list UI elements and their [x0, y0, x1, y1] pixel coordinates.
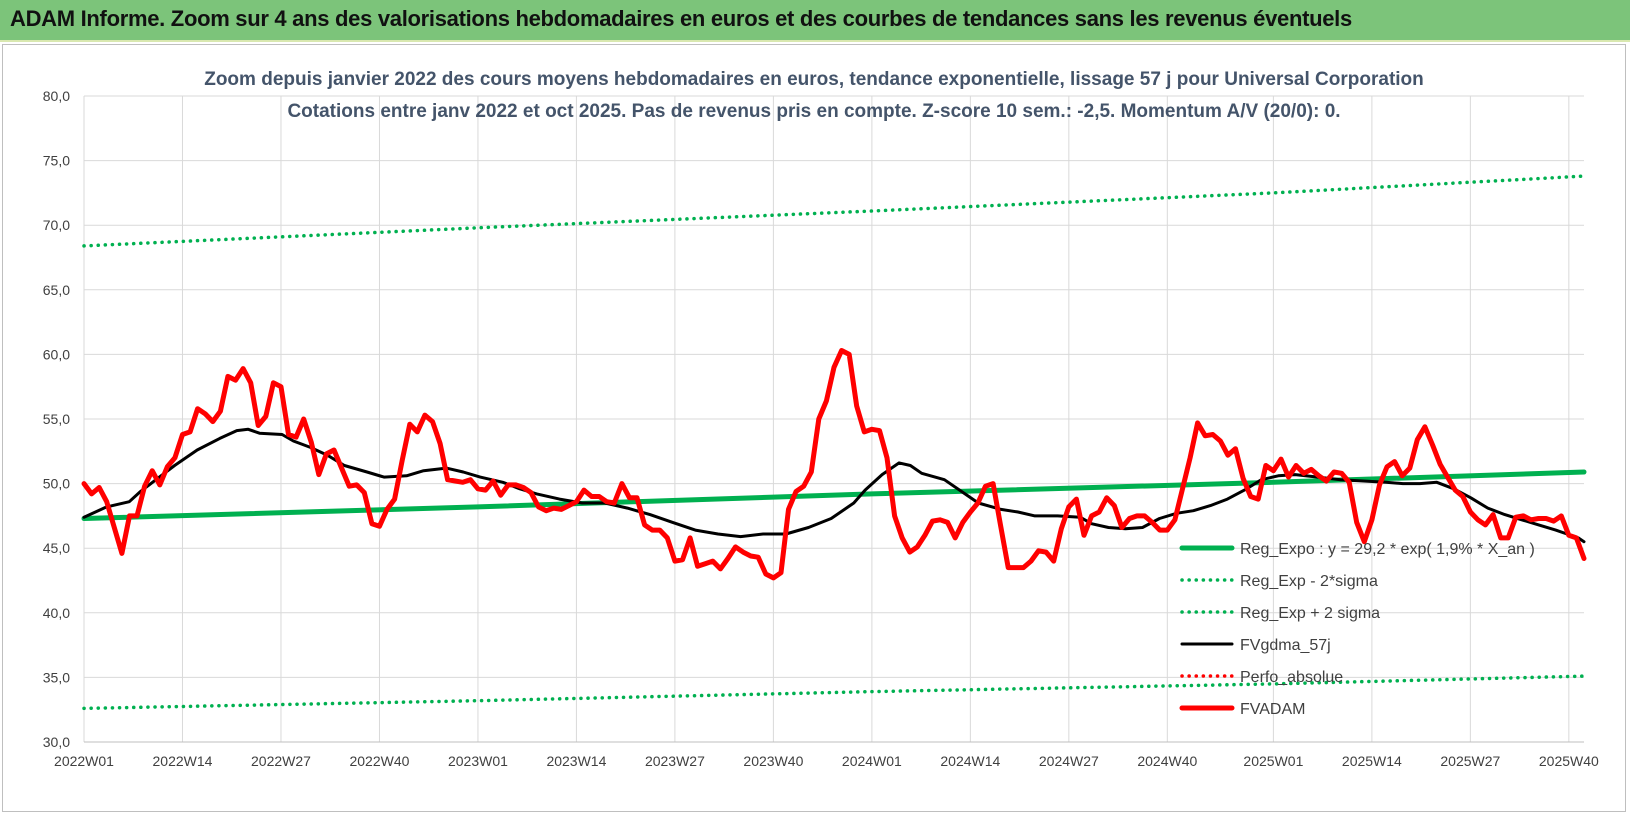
chart-legend: Reg_Expo : y = 29,2 * exp( 1,9% * X_an )… [1179, 541, 1535, 718]
x-tick-label: 2023W40 [743, 753, 803, 769]
y-tick-label: 60,0 [43, 346, 70, 362]
legend-entry: Reg_Exp + 2 sigma [1240, 605, 1380, 622]
x-tick-label: 2023W27 [645, 753, 705, 769]
legend-entry: Reg_Exp - 2*sigma [1240, 573, 1378, 590]
x-tick-label: 2022W27 [251, 753, 311, 769]
y-tick-label: 80,0 [43, 88, 70, 104]
legend-entry: Perfo_absolue [1240, 669, 1343, 686]
y-tick-label: 30,0 [43, 734, 70, 750]
x-tick-label: 2025W01 [1243, 753, 1303, 769]
x-tick-label: 2024W14 [940, 753, 1000, 769]
x-tick-label: 2024W40 [1137, 753, 1197, 769]
x-tick-label: 2022W14 [153, 753, 213, 769]
x-axis-ticks: 2022W01 2022W14 2022W27 2022W40 2023W01 2023W… [54, 753, 1599, 769]
chart-subtitle: Cotations entre janv 2022 et oct 2025. P… [287, 101, 1340, 122]
y-axis-ticks: 30,0 35,0 40,0 45,0 50,0 55,0 60,0 65,0 70,0 75,0… [43, 88, 70, 750]
y-tick-label: 55,0 [43, 411, 70, 427]
series-line-reg-exp [82, 174, 1586, 248]
y-tick-label: 45,0 [43, 540, 70, 556]
chart-series [81, 174, 1587, 711]
x-tick-label: 2024W01 [842, 753, 902, 769]
series-line-fvadam [81, 348, 1587, 581]
chart-grid [83, 95, 1584, 743]
chart-title: Zoom depuis janvier 2022 des cours moyen… [204, 69, 1424, 90]
x-tick-label: 2024W27 [1039, 753, 1099, 769]
series-line-reg-exp [82, 674, 1586, 711]
x-tick-label: 2023W14 [546, 753, 606, 769]
y-tick-label: 50,0 [43, 476, 70, 492]
x-tick-label: 2022W40 [349, 753, 409, 769]
x-tick-label: 2022W01 [54, 753, 114, 769]
legend-entry: FVgdma_57j [1240, 637, 1331, 654]
legend-entry: Reg_Expo : y = 29,2 * exp( 1,9% * X_an ) [1240, 541, 1535, 558]
y-tick-label: 65,0 [43, 282, 70, 298]
legend-entry: FVADAM [1240, 701, 1305, 718]
report-banner: ADAM Informe. Zoom sur 4 ans des valoris… [0, 0, 1630, 42]
series-line-fvgdma-57j [82, 427, 1586, 544]
y-tick-label: 40,0 [43, 605, 70, 621]
chart-frame [2, 44, 1626, 812]
y-tick-label: 70,0 [43, 217, 70, 233]
report-title: ADAM Informe. Zoom sur 4 ans des valoris… [10, 6, 1352, 31]
y-tick-label: 75,0 [43, 153, 70, 169]
series-line-reg-expo [81, 469, 1587, 521]
y-tick-label: 35,0 [43, 669, 70, 685]
x-tick-label: 2025W14 [1342, 753, 1402, 769]
x-tick-label: 2025W40 [1539, 753, 1599, 769]
x-tick-label: 2023W01 [448, 753, 508, 769]
x-tick-label: 2025W27 [1440, 753, 1500, 769]
